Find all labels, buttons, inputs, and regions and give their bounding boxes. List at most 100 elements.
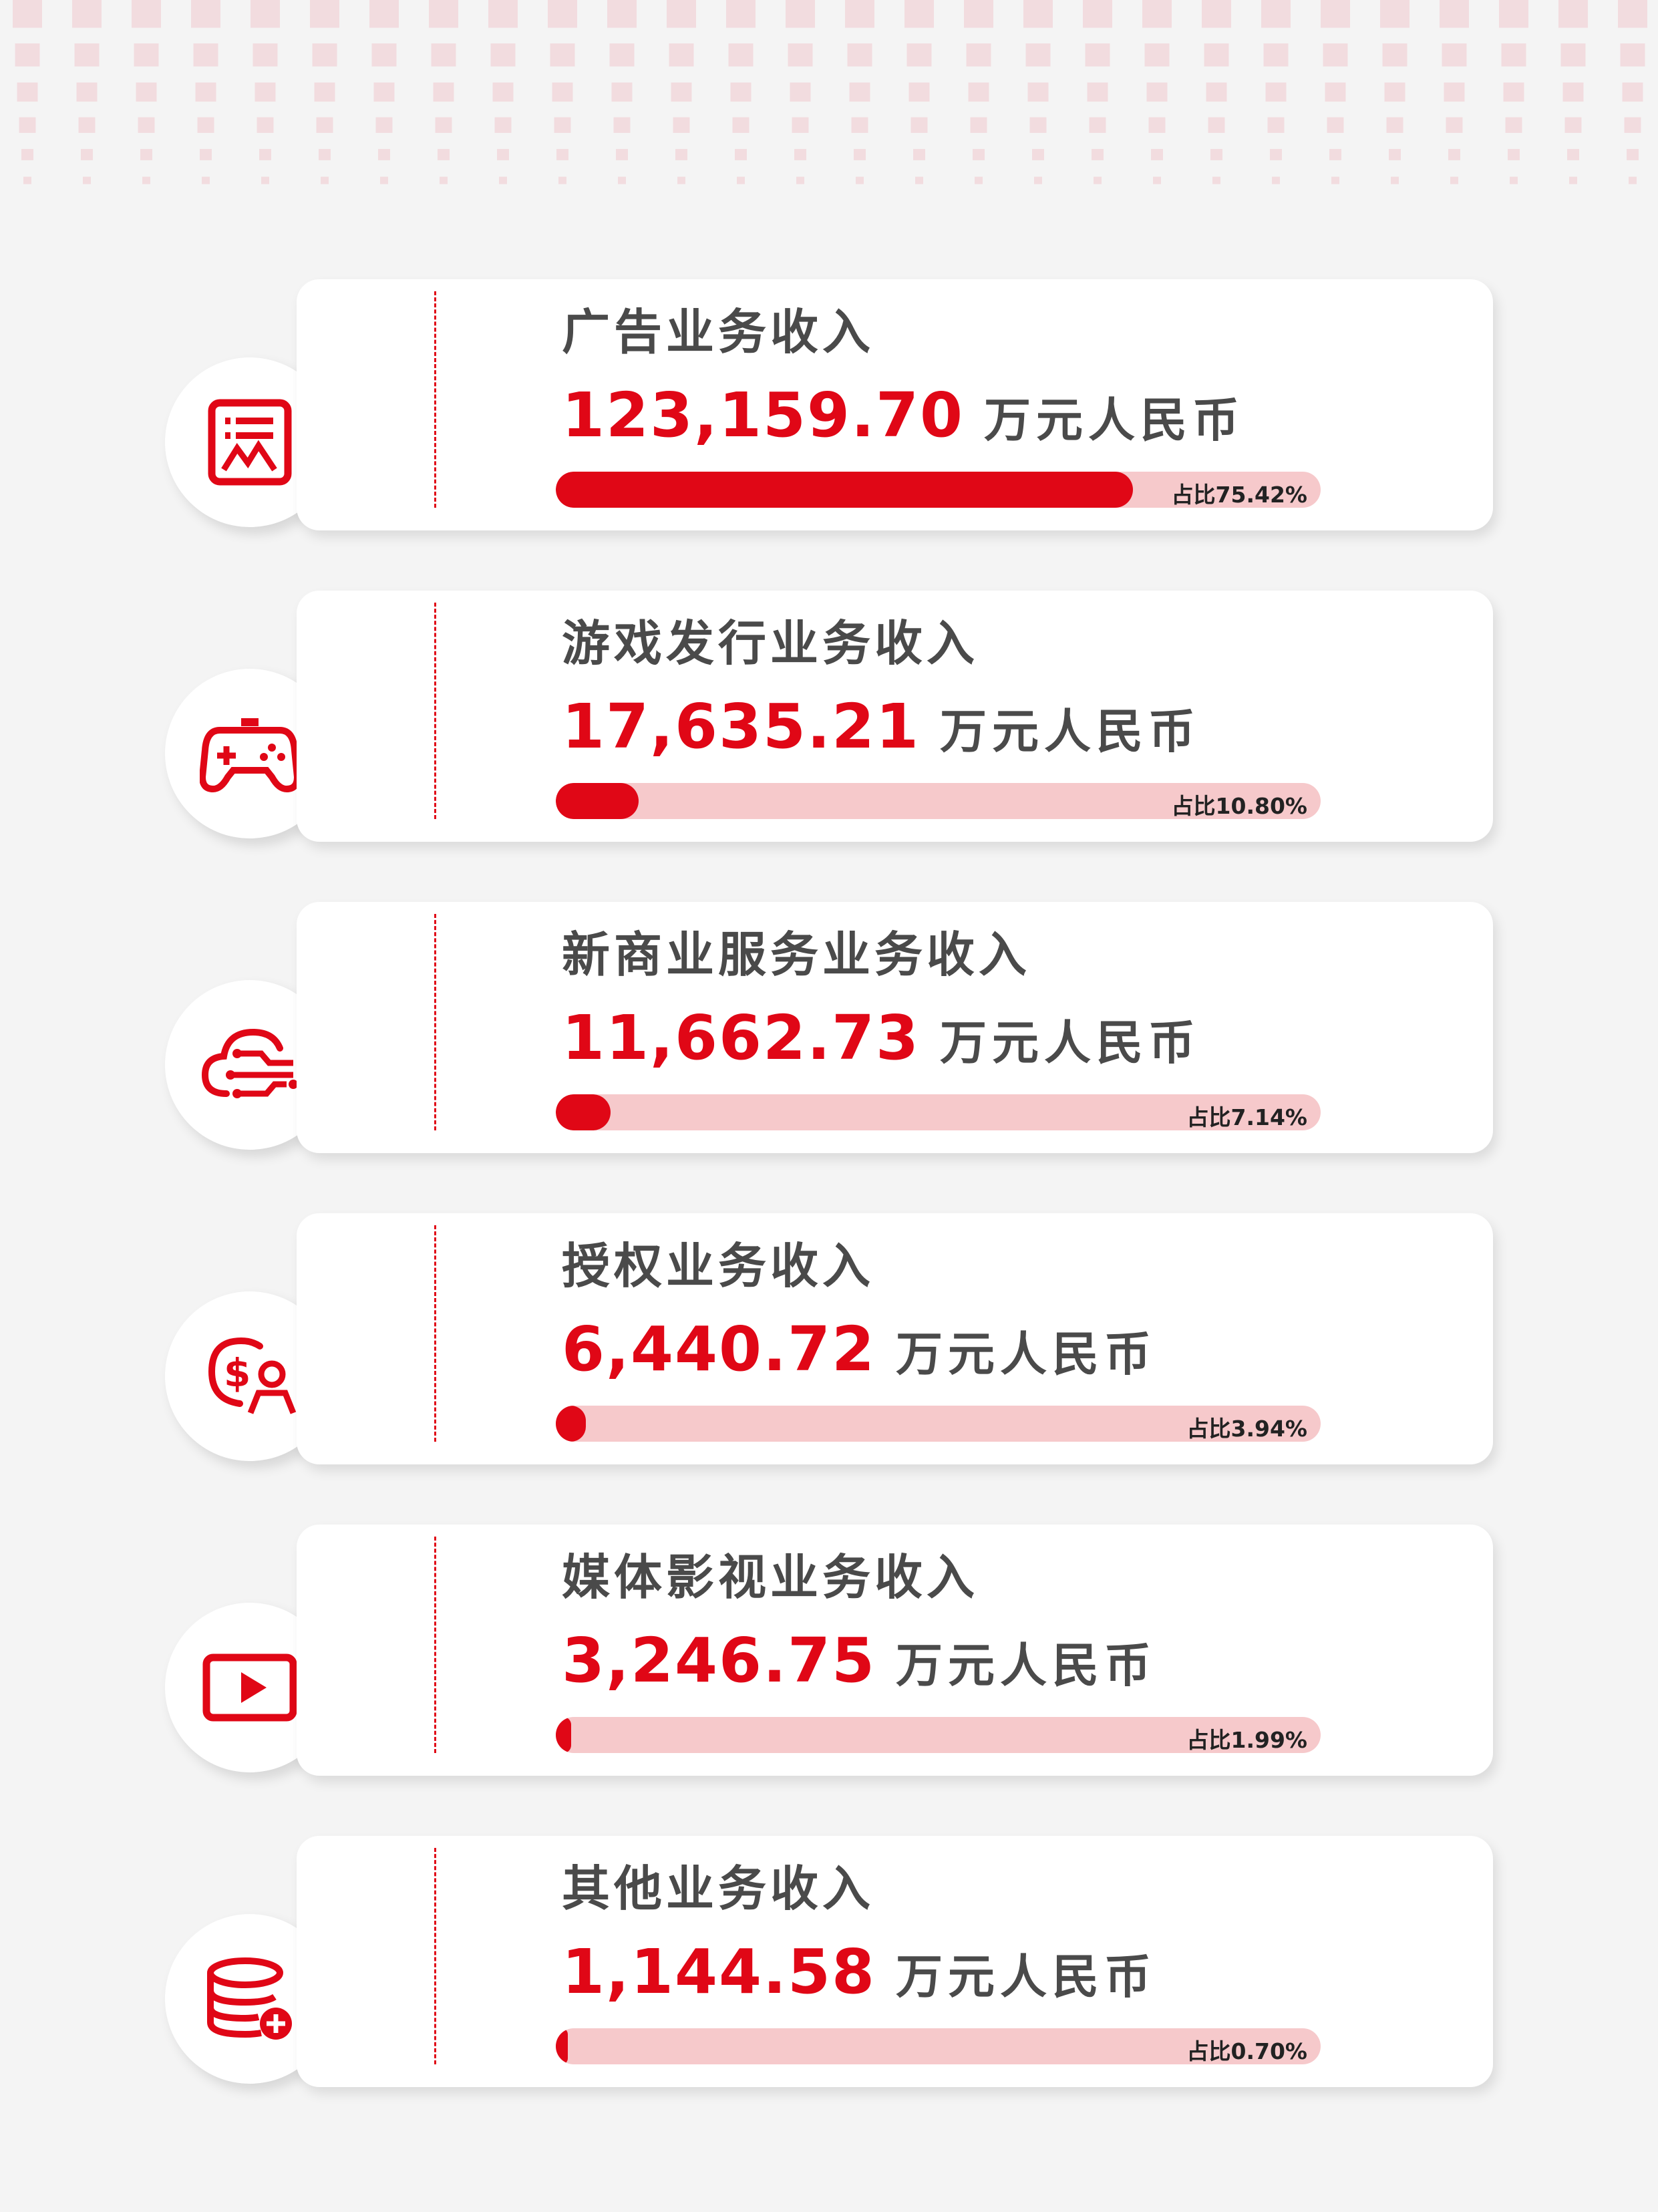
pattern-square xyxy=(796,176,804,184)
pattern-square xyxy=(792,117,809,133)
pattern-square xyxy=(499,176,507,184)
pattern-square xyxy=(1505,117,1522,133)
revenue-title: 广告业务收入 xyxy=(562,303,875,360)
pattern-square xyxy=(375,117,393,133)
amount-unit: 万元人民币 xyxy=(940,1015,1200,1070)
pattern-square xyxy=(904,0,934,28)
pattern-square xyxy=(1444,82,1465,102)
pattern-square xyxy=(856,176,864,184)
share-label: 占比75.42% xyxy=(1171,482,1307,508)
dashed-divider xyxy=(434,1848,436,2064)
pattern-square xyxy=(132,0,161,28)
decorative-square-pattern xyxy=(13,0,1647,184)
pattern-square xyxy=(1382,43,1407,67)
pattern-square xyxy=(23,176,31,184)
share-bar-fill xyxy=(556,783,639,819)
video-play-icon xyxy=(202,1653,297,1722)
share-bar-fill xyxy=(556,472,1133,508)
pattern-square xyxy=(618,176,626,184)
pattern-square xyxy=(915,176,923,184)
pattern-square xyxy=(200,148,212,160)
pattern-square xyxy=(1153,176,1161,184)
pattern-square xyxy=(1270,148,1282,160)
pattern-square xyxy=(261,176,269,184)
pattern-square xyxy=(851,117,868,133)
pattern-square xyxy=(1448,148,1460,160)
pattern-square xyxy=(202,176,210,184)
dashed-divider xyxy=(434,914,436,1130)
pattern-square xyxy=(1389,148,1401,160)
pattern-square xyxy=(369,0,399,28)
revenue-amount: 17,635.21 万元人民币 xyxy=(562,691,1200,762)
share-bar: 占比75.42% xyxy=(556,472,1321,508)
pattern-square xyxy=(431,43,456,67)
revenue-card: 广告业务收入 123,159.70 万元人民币 占比75.42% xyxy=(297,279,1493,530)
revenue-title: 媒体影视业务收入 xyxy=(562,1549,979,1605)
pattern-square xyxy=(1627,148,1639,160)
pattern-square xyxy=(609,43,635,67)
pattern-square xyxy=(19,117,36,133)
pattern-square xyxy=(910,117,928,133)
pattern-square xyxy=(550,43,575,67)
gamepad-icon xyxy=(200,718,300,793)
pattern-square xyxy=(1094,176,1102,184)
pattern-square xyxy=(975,176,983,184)
pattern-square xyxy=(616,148,628,160)
share-bar: 占比0.70% xyxy=(556,2028,1321,2064)
pattern-square xyxy=(1267,117,1285,133)
pattern-square xyxy=(673,117,690,133)
pattern-square xyxy=(913,148,925,160)
pattern-square xyxy=(319,148,331,160)
pattern-square xyxy=(193,43,218,67)
pattern-square xyxy=(81,148,93,160)
pattern-square xyxy=(76,82,98,102)
pattern-square xyxy=(433,82,454,102)
revenue-item: 其他业务收入 1,144.58 万元人民币 占比0.70% xyxy=(0,1836,1658,2147)
pattern-square xyxy=(1261,0,1291,28)
pattern-square xyxy=(494,117,512,133)
share-bar: 占比10.80% xyxy=(556,783,1321,819)
pattern-square xyxy=(1558,0,1588,28)
revenue-amount: 1,144.58 万元人民币 xyxy=(562,1936,1156,2008)
revenue-amount: 11,662.73 万元人民币 xyxy=(562,1002,1200,1074)
pattern-square xyxy=(1567,148,1579,160)
pattern-square xyxy=(726,0,756,28)
pattern-square xyxy=(906,43,932,67)
pattern-square xyxy=(607,0,637,28)
pattern-square xyxy=(1325,82,1346,102)
pattern-square xyxy=(1083,0,1112,28)
revenue-title: 游戏发行业务收入 xyxy=(562,615,979,671)
pattern-square xyxy=(74,43,100,67)
revenue-title: 授权业务收入 xyxy=(562,1237,875,1294)
pattern-square xyxy=(613,117,631,133)
pattern-square xyxy=(1620,43,1645,67)
pattern-square xyxy=(728,43,754,67)
pattern-square xyxy=(854,148,866,160)
pattern-square xyxy=(1027,82,1049,102)
pattern-square xyxy=(1622,82,1643,102)
pattern-square xyxy=(1263,43,1289,67)
pattern-square xyxy=(1501,43,1526,67)
pattern-square xyxy=(1446,117,1463,133)
pattern-square xyxy=(964,0,993,28)
amount-unit: 万元人民币 xyxy=(895,1326,1156,1382)
database-add-icon xyxy=(207,1957,292,2040)
pattern-square xyxy=(490,43,516,67)
pattern-square xyxy=(1087,82,1108,102)
pattern-square xyxy=(1384,82,1405,102)
share-label: 占比0.70% xyxy=(1186,2038,1308,2064)
pattern-square xyxy=(667,0,696,28)
pattern-square xyxy=(1025,43,1051,67)
pattern-square xyxy=(1023,0,1053,28)
pattern-square xyxy=(429,0,458,28)
pattern-square xyxy=(788,43,813,67)
dashed-divider xyxy=(434,291,436,508)
amount-unit: 万元人民币 xyxy=(895,1949,1156,2004)
pattern-square xyxy=(1148,117,1166,133)
share-bar-fill xyxy=(556,2028,568,2064)
pattern-square xyxy=(1331,176,1339,184)
pattern-square xyxy=(1210,148,1222,160)
cloud-network-icon xyxy=(201,1028,298,1098)
share-label: 占比7.14% xyxy=(1186,1104,1308,1130)
pattern-square xyxy=(17,82,38,102)
